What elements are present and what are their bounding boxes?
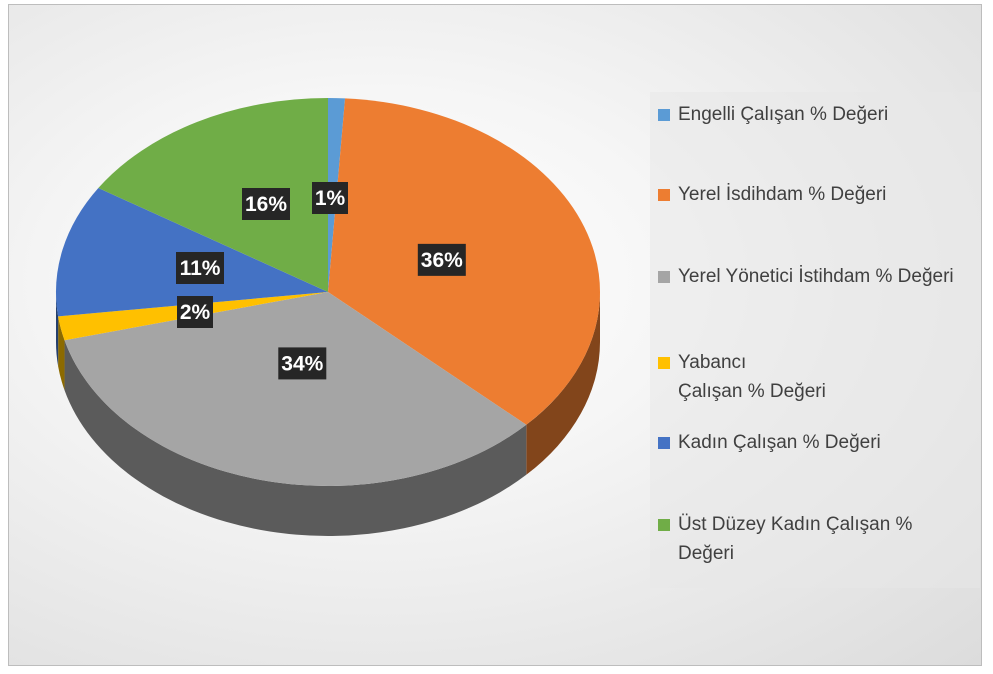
legend-item: Engelli Çalışan % Değeri <box>650 100 968 129</box>
data-label-box <box>242 188 290 220</box>
legend-label: Yerel Yönetici İstihdam % Değeri <box>678 266 954 287</box>
pie-side-5 <box>56 292 59 367</box>
legend-item: Yabancı Çalışan % Değeri <box>650 348 968 406</box>
pie-slice-3 <box>64 292 527 486</box>
data-label-box <box>278 347 327 380</box>
legend-item: Üst Düzey Kadın Çalışan % Değeri <box>650 510 968 568</box>
legend-label: Yerel İsdihdam % Değeri <box>678 184 887 205</box>
data-label-box <box>177 296 213 328</box>
data-label-text: 11% <box>180 257 221 280</box>
data-label-text: 16% <box>245 193 287 216</box>
legend-swatch <box>658 109 670 121</box>
data-labels: 1% 36% 34% 2% 11% 16% <box>176 182 466 380</box>
legend-label: Üst Düzey Kadın Çalışan % Değeri <box>678 514 913 564</box>
legend-swatch <box>658 189 670 201</box>
legend-swatch <box>658 357 670 369</box>
legend: Engelli Çalışan % Değeri Yerel İsdihdam %… <box>650 92 980 588</box>
legend-label: Kadın Çalışan % Değeri <box>678 432 881 453</box>
data-label-text: 1% <box>315 187 346 210</box>
legend-swatch <box>658 519 670 531</box>
legend-item: Yerel İsdihdam % Değeri <box>650 180 968 209</box>
data-label-1: 1% <box>312 182 348 214</box>
data-label-text: 36% <box>421 249 463 272</box>
legend-swatch <box>658 271 670 283</box>
legend-label: Engelli Çalışan % Değeri <box>678 104 889 125</box>
pie-slice-6 <box>98 97 328 292</box>
data-label-5: 11% <box>176 252 224 284</box>
data-label-box <box>417 243 466 276</box>
data-label-text: 34% <box>281 352 323 375</box>
pie-depth-layer <box>56 292 600 536</box>
data-label-box <box>176 252 224 284</box>
legend-item: Kadın Çalışan % Değeri <box>650 428 968 457</box>
data-label-box <box>312 182 348 214</box>
legend-swatch <box>658 437 670 449</box>
legend-item: Yerel Yönetici İstihdam % Değeri <box>650 262 968 291</box>
data-label-6: 16% <box>242 188 290 220</box>
pie-side-2 <box>526 292 600 475</box>
data-label-4: 2% <box>177 296 213 328</box>
pie-side-3 <box>64 340 527 536</box>
pie-top-layer <box>55 97 600 486</box>
data-label-2: 36% <box>417 243 466 276</box>
pie-side-4 <box>58 316 65 391</box>
data-label-text: 2% <box>180 301 211 324</box>
data-label-3: 34% <box>278 347 327 380</box>
legend-label: Yabancı Çalışan % Değeri <box>678 352 826 402</box>
